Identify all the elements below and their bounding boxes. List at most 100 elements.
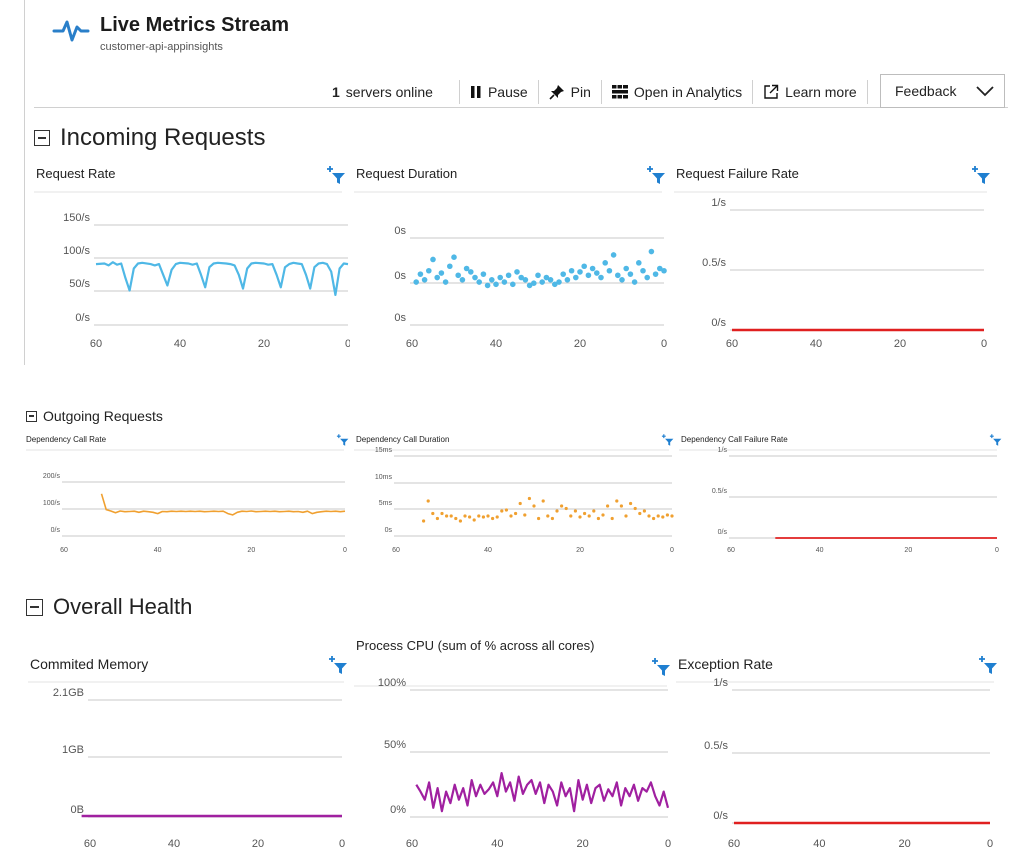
external-link-icon (764, 84, 779, 99)
collapse-icon[interactable] (26, 410, 37, 422)
x-tick-label: 0 (665, 838, 671, 850)
data-point (472, 518, 476, 522)
data-point (598, 274, 604, 281)
filter-icon[interactable] (988, 433, 1002, 447)
filter-icon[interactable] (326, 654, 348, 676)
data-point (564, 277, 571, 283)
data-point (505, 272, 512, 279)
data-point (564, 506, 568, 511)
filter-icon[interactable] (660, 433, 674, 447)
y-tick-label: 0.5/s (704, 740, 728, 752)
x-tick-label: 0 (661, 338, 667, 350)
data-point (413, 279, 419, 285)
filter-icon[interactable] (324, 164, 346, 186)
chart-title: Exception Rate (678, 656, 773, 672)
section-title-incoming: Incoming Requests (60, 124, 266, 151)
data-point (463, 514, 467, 518)
learn-more-link[interactable]: Learn more (763, 81, 857, 103)
data-point (454, 516, 458, 521)
data-point (481, 515, 485, 519)
x-tick-label: 60 (84, 838, 96, 850)
data-point (504, 508, 508, 512)
data-point (495, 515, 499, 519)
chevron-down-icon (976, 86, 994, 97)
data-point (501, 279, 508, 285)
chart-title: Process CPU (sum of % across all cores) (356, 638, 595, 653)
servers-online-status: 1 servers online (332, 81, 433, 103)
dependency-call-failure-rate-chart: Dependency Call Failure Rate 0/s 0.5/s 1/s 6… (675, 430, 1005, 558)
data-point (472, 274, 478, 281)
chart-title: Request Duration (356, 166, 458, 181)
y-tick-label: 1/s (718, 447, 728, 454)
toolbar-separator (458, 80, 460, 104)
analytics-grid-icon (611, 85, 628, 99)
collapse-icon[interactable] (34, 130, 50, 146)
data-point (606, 267, 613, 274)
data-point (652, 271, 659, 277)
data-point (615, 272, 621, 279)
data-point (431, 511, 435, 516)
data-point (510, 281, 516, 288)
data-point (541, 499, 545, 503)
series-line (100, 493, 346, 516)
chart-plot: 0/s 0.5/s 1/s 60 40 20 0 (676, 677, 994, 850)
data-point (523, 513, 527, 517)
dependency-call-rate-chart: Dependency Call Rate 0/s 100/s 200/s 60 40 20 0 (22, 430, 352, 558)
pin-icon (549, 85, 564, 100)
data-point (602, 260, 608, 266)
data-point (537, 516, 541, 521)
feedback-dropdown[interactable]: Feedback (880, 74, 1005, 108)
data-point (638, 511, 642, 516)
data-point (426, 267, 432, 274)
pause-button[interactable]: Pause (470, 81, 528, 103)
data-point (633, 506, 637, 511)
servers-count: 1 (332, 84, 340, 100)
x-tick-label: 40 (490, 338, 502, 350)
data-point (426, 499, 430, 503)
data-point (623, 265, 629, 272)
x-tick-label: 60 (60, 547, 68, 554)
incoming-requests-header[interactable]: Incoming Requests (34, 124, 265, 152)
data-point (569, 514, 573, 518)
y-tick-label: 1GB (62, 744, 84, 756)
chart-plot: 0/s 0.5/s 1/s 60 40 20 0 (679, 447, 999, 554)
outgoing-requests-header[interactable]: Outgoing Requests (26, 408, 163, 424)
filter-icon[interactable] (335, 433, 349, 447)
x-tick-label: 60 (727, 547, 735, 554)
y-tick-label: 50% (384, 739, 406, 751)
data-point (535, 272, 541, 279)
chart-plot: 0% 50% 100% 60 40 20 0 (354, 677, 671, 850)
y-tick-label: 200/s (43, 473, 61, 480)
x-tick-label: 0 (345, 338, 350, 350)
filter-icon[interactable] (969, 164, 991, 186)
data-point (468, 515, 472, 519)
toolbar-separator (600, 80, 602, 104)
x-tick-label: 40 (168, 838, 180, 850)
filter-icon[interactable] (644, 164, 666, 186)
y-tick-label: 1/s (711, 197, 726, 209)
data-point (531, 280, 537, 286)
data-point (629, 501, 633, 506)
filter-icon[interactable] (976, 654, 998, 676)
exception-rate-chart: Exception Rate 0/s 0.5/s 1/s 60 40 20 0 (672, 650, 1002, 855)
filter-icon[interactable] (649, 656, 671, 678)
pin-label: Pin (570, 84, 591, 100)
data-point (455, 272, 461, 279)
data-point (577, 269, 583, 275)
data-point (440, 511, 444, 516)
data-point (556, 279, 562, 285)
open-in-analytics-button[interactable]: Open in Analytics (611, 81, 742, 103)
collapse-icon[interactable] (26, 598, 43, 616)
toolbar-divider (34, 107, 1008, 108)
data-point (468, 269, 474, 275)
learn-more-label: Learn more (785, 84, 857, 100)
request-duration-chart: Request Duration 0s 0s 0s 60 40 20 0 (350, 160, 670, 355)
overall-health-header[interactable]: Overall Health (26, 594, 192, 620)
x-tick-label: 20 (252, 838, 264, 850)
y-tick-label: 15ms (375, 447, 393, 454)
pin-button[interactable]: Pin (549, 81, 591, 103)
x-tick-label: 60 (392, 547, 400, 554)
x-tick-label: 0 (981, 338, 987, 350)
chart-title: Request Failure Rate (676, 166, 799, 181)
data-point (449, 514, 453, 518)
